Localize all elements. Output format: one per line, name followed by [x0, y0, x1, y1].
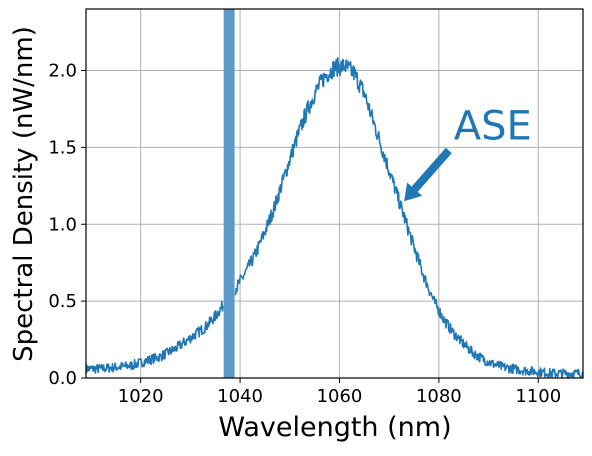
pump-band-layer [223, 9, 235, 378]
x-tick-label: 1080 [416, 386, 462, 407]
axes-layer [85, 8, 584, 379]
y-tick-label: 1.0 [48, 214, 77, 235]
ase-annotation-text: ASE [454, 104, 532, 150]
pump-band [223, 9, 235, 378]
ticks-layer: 1020 1040 1060 1080 1100 0.0 0.5 1.0 1.5 2.0 [48, 61, 561, 408]
ase-arrow-head [404, 182, 423, 202]
x-tick-label: 1020 [118, 386, 164, 407]
y-tick-label: 2.0 [48, 61, 77, 82]
y-tick-label: 0.5 [48, 291, 77, 312]
x-tick-label: 1100 [515, 386, 561, 407]
annotation-layer: ASE [404, 104, 532, 202]
y-tick-label: 0.0 [48, 368, 77, 389]
plot-frame [85, 8, 584, 379]
x-tick-label: 1060 [317, 386, 363, 407]
ase-arrow-shaft [411, 147, 452, 192]
y-axis-label: Spectral Density (nW/nm) [9, 26, 39, 362]
y-tick-label: 1.5 [48, 137, 77, 158]
x-axis-label: Wavelength (nm) [218, 412, 451, 443]
series-layer [85, 56, 584, 379]
spectrum-series-line [85, 56, 584, 379]
x-tick-label: 1040 [217, 386, 263, 407]
